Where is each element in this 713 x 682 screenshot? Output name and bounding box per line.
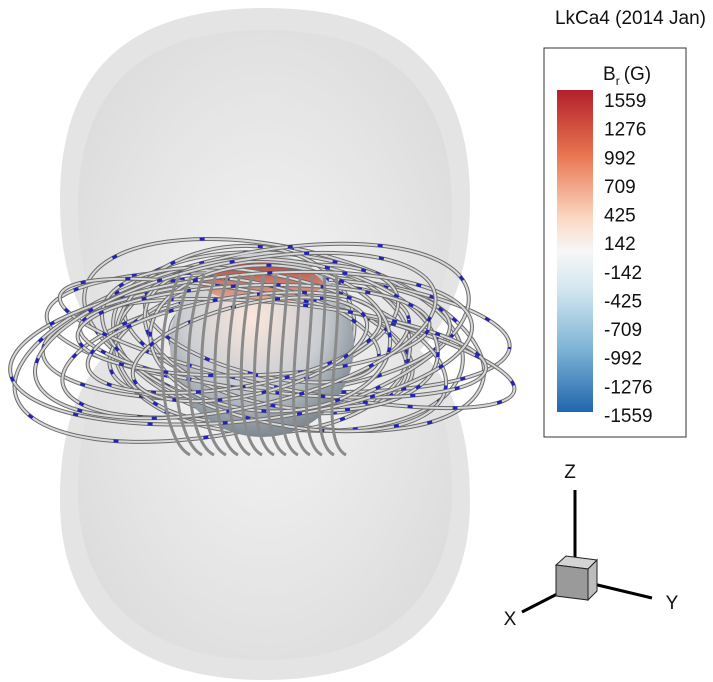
closed-loop <box>252 274 275 457</box>
colorbar-tick-label: -992 <box>604 349 642 370</box>
z-axis-label: Z <box>564 462 576 483</box>
closed-loop <box>279 274 299 457</box>
field-line-highlight <box>34 251 437 420</box>
colorbar-unit: (G) <box>624 64 651 85</box>
colorbar-gradient <box>557 90 593 412</box>
colorbar-tick-label: 992 <box>604 148 636 169</box>
colorbar-label: Br (G) <box>603 64 651 88</box>
field-line-highlight <box>131 296 369 403</box>
colorbar-tick-label: 709 <box>604 177 636 198</box>
field-line-highlight <box>9 270 473 426</box>
colorbar-ticks: 1559 1276 992 709 425 142 -142 -425 -709 -992 -127… <box>604 91 653 427</box>
closed-loop <box>213 274 239 457</box>
field-lines-front <box>8 250 517 457</box>
closed-loop <box>173 274 203 457</box>
closed-loop <box>226 274 251 457</box>
title: LkCa4 (2014 Jan) <box>555 8 706 29</box>
colorbar-tick-label: -142 <box>604 263 642 284</box>
closed-loop <box>160 274 191 457</box>
cube-side <box>587 558 598 602</box>
closed-loop <box>265 274 287 457</box>
field-line-polarity <box>148 263 392 413</box>
field-line-polarity <box>45 268 512 394</box>
closed-loop <box>200 274 227 457</box>
cube-front <box>555 564 589 601</box>
field-line-polarity <box>60 283 411 420</box>
closed-loop <box>330 274 347 457</box>
colorbar-tick-label: -709 <box>604 320 642 341</box>
triad-cube <box>554 555 599 602</box>
colorbar-tick-label: -1276 <box>604 377 653 398</box>
colorbar-symbol: B <box>603 64 616 85</box>
colorbar-tick-label: -425 <box>604 291 642 312</box>
closed-loop <box>186 274 215 457</box>
colorbar-tick-label: -1559 <box>604 406 653 427</box>
closed-loop <box>292 274 311 457</box>
x-axis-label: X <box>504 609 517 630</box>
colorbar-tick-label: 425 <box>604 206 636 227</box>
colorbar-tick-label: 1276 <box>604 120 646 141</box>
closed-loop <box>239 274 263 457</box>
y-axis-label: Y <box>666 593 679 614</box>
closed-loop <box>304 274 323 457</box>
colorbar-tick-label: 1559 <box>604 91 646 112</box>
closed-loop <box>317 274 335 457</box>
field-line-polarity <box>78 297 488 400</box>
colorbar-tick-label: 142 <box>604 234 636 255</box>
colorbar-subscript: r <box>616 74 620 88</box>
